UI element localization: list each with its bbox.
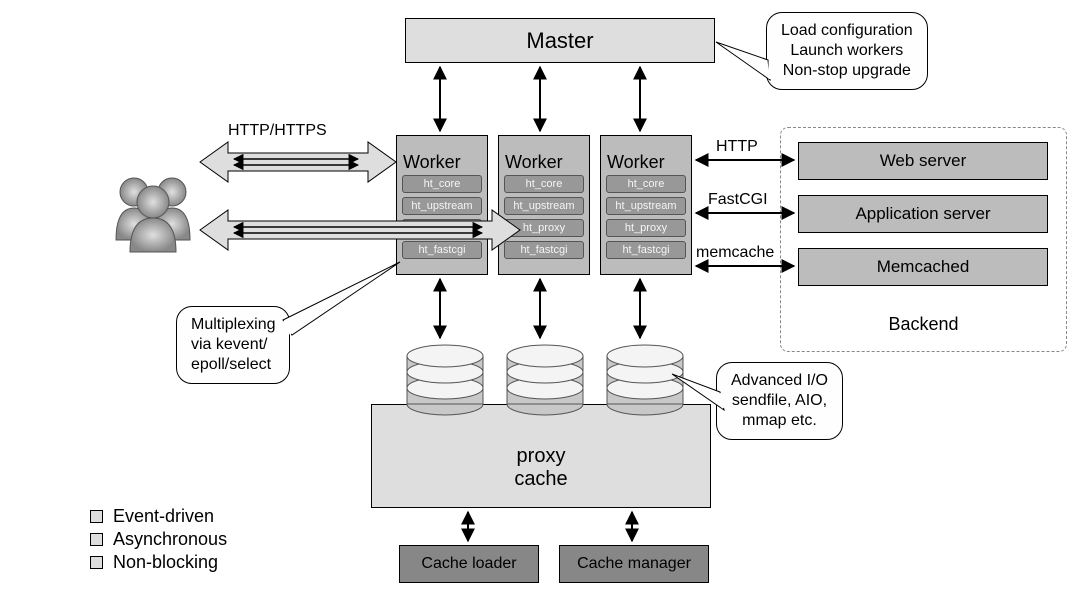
legend-item: Asynchronous [90, 529, 227, 550]
legend: Event-driven Asynchronous Non-blocking [90, 504, 227, 575]
legend-square-icon [90, 556, 103, 569]
legend-item: Event-driven [90, 506, 227, 527]
legend-item: Non-blocking [90, 552, 227, 573]
legend-square-icon [90, 533, 103, 546]
legend-square-icon [90, 510, 103, 523]
